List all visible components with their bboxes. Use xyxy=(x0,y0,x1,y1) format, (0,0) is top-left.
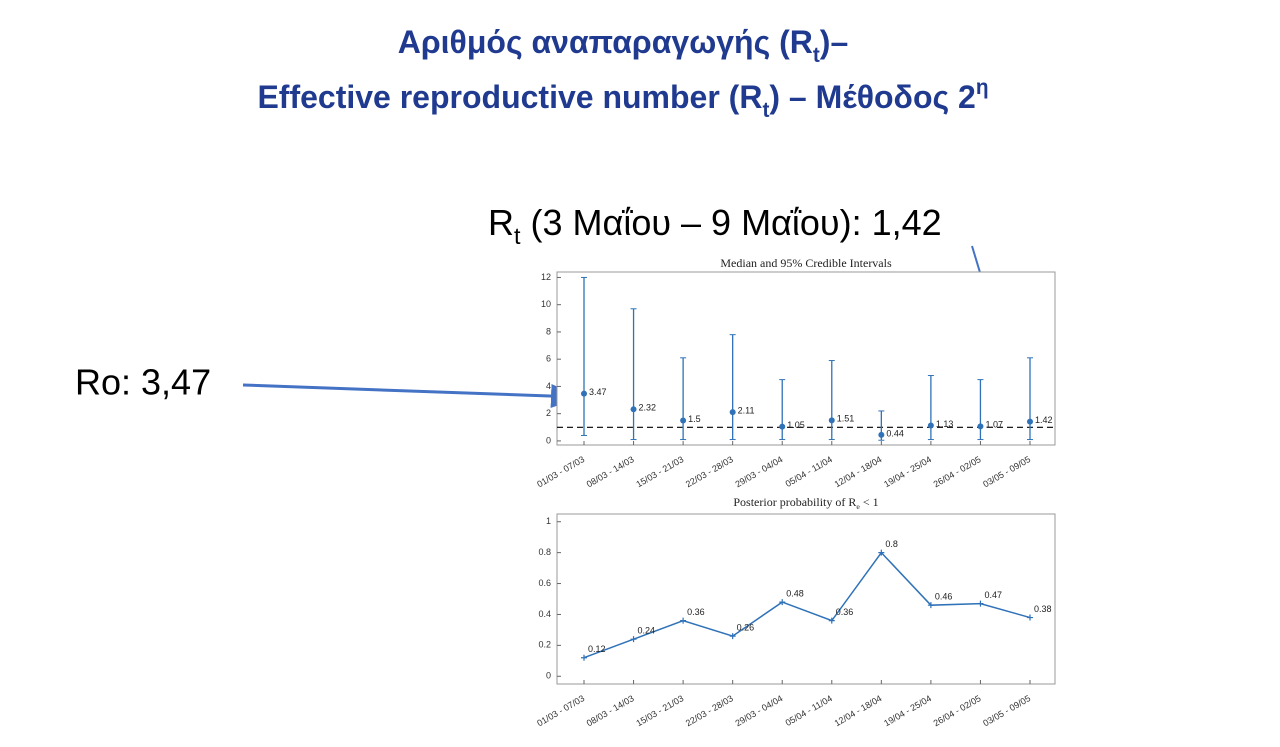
annotation-part: t xyxy=(514,223,521,249)
x-tick-label: 05/04 - 11/04 xyxy=(784,454,834,489)
annotation: Ro: 3,47 xyxy=(75,362,211,403)
value-label: 0.47 xyxy=(984,590,1002,600)
chart-title: Median and 95% Credible Intervals xyxy=(720,256,892,270)
x-tick-label: 03/05 - 09/05 xyxy=(981,693,1032,728)
x-tick-label: 12/04 - 18/04 xyxy=(833,454,884,489)
x-tick-label: 29/03 - 04/04 xyxy=(733,454,784,489)
y-tick-label: 8 xyxy=(546,326,551,336)
point-marker xyxy=(828,617,835,624)
x-tick-label: 05/04 - 11/04 xyxy=(784,693,834,728)
value-label: 1.07 xyxy=(985,420,1003,430)
slide-title-part: η xyxy=(976,76,989,99)
chart-title-part: < 1 xyxy=(860,495,879,509)
point-marker xyxy=(878,549,885,556)
value-label: 1.42 xyxy=(1035,415,1053,425)
plot-frame xyxy=(556,513,1056,685)
chart-title: Posterior probability of Re < 1 xyxy=(733,495,878,512)
slide-title-part: )– xyxy=(820,24,848,60)
x-tick-label: 15/03 - 21/03 xyxy=(634,693,685,728)
point-marker xyxy=(581,654,587,661)
y-tick-label: 12 xyxy=(541,272,551,282)
x-tick-label: 01/03 - 07/03 xyxy=(535,693,586,728)
y-tick-label: 0 xyxy=(546,435,551,445)
arrow xyxy=(242,383,581,409)
annotation-part: (3 Μαΐου – 9 Μαΐου): 1,42 xyxy=(521,202,942,243)
value-label: 1.05 xyxy=(787,420,805,430)
plot-frame xyxy=(556,271,1056,446)
value-label: 0.36 xyxy=(687,607,705,617)
y-tick-label: 0 xyxy=(546,671,551,681)
point-marker xyxy=(779,599,786,606)
value-label: 2.11 xyxy=(738,406,755,416)
chart-title-part: R xyxy=(848,495,856,509)
median-point xyxy=(729,409,736,416)
annotation-part: R xyxy=(488,202,514,243)
point-marker xyxy=(927,602,934,609)
x-tick-label: 19/04 - 25/04 xyxy=(882,693,933,728)
slide-title: Effective reproductive number (Rt) – Μέθ… xyxy=(257,76,988,122)
value-label: 0.48 xyxy=(786,588,804,598)
y-tick-label: 0.4 xyxy=(538,609,551,619)
chart-title-part: Posterior probability of xyxy=(733,495,848,509)
value-label: 3.47 xyxy=(589,387,607,397)
y-tick-label: 10 xyxy=(541,299,551,309)
value-label: 0.12 xyxy=(588,644,606,654)
x-tick-label: 12/04 - 18/04 xyxy=(833,693,884,728)
slide-title-part: Effective reproductive number (R xyxy=(257,79,762,115)
slide-title-part: ) – Μέθοδος 2 xyxy=(769,79,975,115)
value-label: 1.51 xyxy=(837,414,855,424)
y-tick-label: 0.2 xyxy=(538,640,551,650)
value-label: 0.46 xyxy=(935,592,953,602)
y-tick-label: 0.8 xyxy=(538,547,551,557)
x-tick-label: 08/03 - 14/03 xyxy=(585,693,636,728)
line xyxy=(583,551,1031,659)
median-point xyxy=(977,423,984,430)
x-tick-label: 19/04 - 25/04 xyxy=(882,454,933,489)
median-point xyxy=(630,406,637,413)
slide-title-part: t xyxy=(762,99,769,122)
value-label: 0.44 xyxy=(886,428,904,438)
y-tick-label: 4 xyxy=(546,381,551,391)
x-tick-label: 29/03 - 04/04 xyxy=(733,693,784,728)
y-tick-label: 2 xyxy=(546,408,551,418)
y-tick-label: 6 xyxy=(546,354,551,364)
point-marker xyxy=(630,636,637,643)
value-label: 2.32 xyxy=(639,403,657,413)
x-tick-label: 26/04 - 02/05 xyxy=(932,693,983,728)
x-tick-label: 01/03 - 07/03 xyxy=(535,454,586,489)
annotation: Rt (3 Μαΐου – 9 Μαΐου): 1,42 xyxy=(488,202,942,250)
slide-title-part: t xyxy=(813,44,820,67)
x-tick-label: 22/03 - 28/03 xyxy=(684,693,735,728)
value-label: 1.5 xyxy=(688,414,701,424)
x-tick-label: 26/04 - 02/05 xyxy=(932,454,983,489)
median-point xyxy=(878,431,885,438)
value-label: 0.36 xyxy=(836,607,854,617)
median-point xyxy=(828,417,835,424)
y-tick-label: 1 xyxy=(546,516,551,526)
point-marker xyxy=(729,633,736,640)
point-marker xyxy=(977,600,984,607)
slide-title-part: Αριθμός αναπαραγωγής (R xyxy=(398,24,813,60)
slide-title: Αριθμός αναπαραγωγής (Rt)– xyxy=(398,24,849,67)
point-marker xyxy=(1027,614,1033,621)
median-point xyxy=(779,423,786,430)
value-label: 0.8 xyxy=(885,539,898,549)
x-tick-label: 15/03 - 21/03 xyxy=(634,454,685,489)
y-tick-label: 0.6 xyxy=(538,578,551,588)
chart-title-part: e xyxy=(856,502,860,511)
value-label: 0.26 xyxy=(737,622,755,632)
median-point xyxy=(927,422,934,429)
value-label: 0.38 xyxy=(1034,604,1052,614)
value-label: 0.24 xyxy=(638,626,656,636)
median-point xyxy=(581,390,587,397)
point-marker xyxy=(680,617,687,624)
median-point xyxy=(680,417,687,424)
x-tick-label: 08/03 - 14/03 xyxy=(585,454,636,489)
x-tick-label: 22/03 - 28/03 xyxy=(684,454,735,489)
median-point xyxy=(1027,418,1033,425)
value-label: 1.13 xyxy=(936,419,954,429)
x-tick-label: 03/05 - 09/05 xyxy=(981,454,1032,489)
